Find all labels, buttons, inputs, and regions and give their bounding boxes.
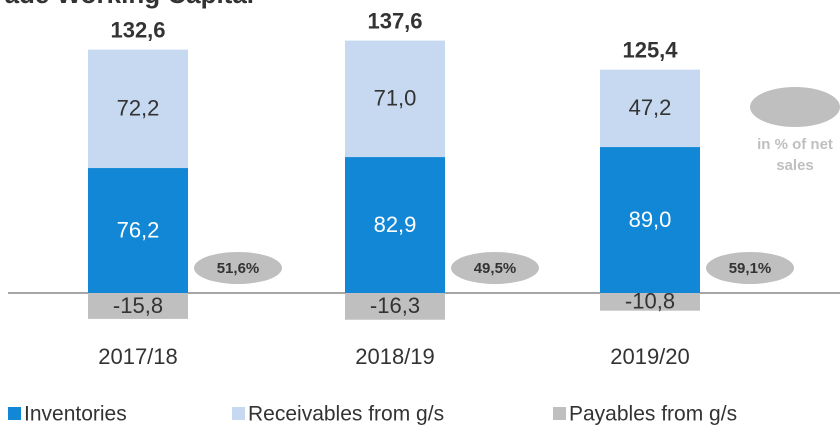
- x-tick-label: 2019/20: [610, 344, 690, 369]
- value-label: 71,0: [374, 86, 417, 111]
- share-marker: [706, 252, 794, 284]
- annotation: in % of net: [757, 136, 833, 153]
- legend-label: Payables from g/s: [569, 403, 737, 426]
- value-label: 47,2: [629, 95, 672, 120]
- annotation-marker: [750, 87, 840, 127]
- share-label: 51,6%: [217, 260, 260, 277]
- value-label: -15,8: [113, 293, 163, 318]
- bar-segment: [345, 40, 445, 158]
- share-label: 59,1%: [729, 260, 772, 277]
- annotation: sales: [776, 157, 814, 174]
- bar-segment: [88, 293, 188, 319]
- bar-segment: [345, 293, 445, 320]
- value-label: 76,2: [117, 217, 160, 242]
- bar-segment: [88, 49, 188, 169]
- share-marker: [451, 252, 539, 284]
- bar-segment: [600, 69, 700, 148]
- bar-segment: [600, 147, 700, 293]
- share-marker: [194, 252, 282, 284]
- bar-segment: [345, 157, 445, 293]
- chart-title: Trade Working Capital: [0, 0, 254, 9]
- value-label: 72,2: [117, 96, 160, 121]
- bar-segment: [88, 168, 188, 293]
- legend-swatch: [8, 407, 21, 420]
- value-label: -10,8: [625, 289, 675, 314]
- total-label: 132,6: [110, 17, 165, 42]
- bar-segment: [600, 293, 700, 311]
- x-tick-label: 2017/18: [98, 344, 178, 369]
- legend-label: Inventories: [24, 403, 127, 426]
- value-label: -16,3: [370, 293, 420, 318]
- value-label: 82,9: [374, 212, 417, 237]
- legend-swatch: [553, 407, 566, 420]
- legend-swatch: [232, 407, 245, 420]
- total-label: 125,4: [622, 37, 678, 62]
- share-label: 49,5%: [474, 260, 517, 277]
- x-tick-label: 2018/19: [355, 344, 435, 369]
- value-label: 89,0: [629, 207, 672, 232]
- legend-label: Receivables from g/s: [248, 403, 444, 426]
- total-label: 137,6: [367, 8, 422, 33]
